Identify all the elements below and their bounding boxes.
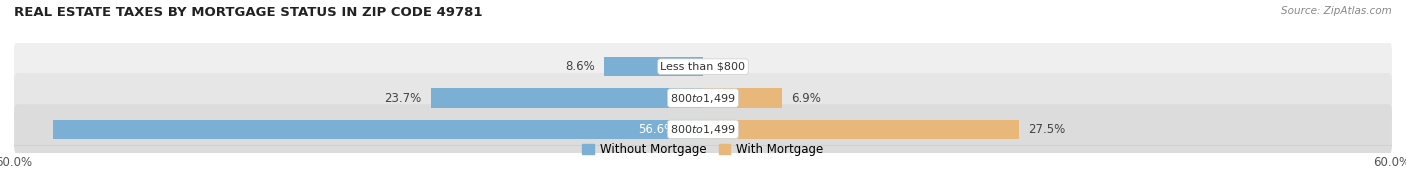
Text: 0.0%: 0.0% (713, 60, 742, 73)
Bar (703, 88, 782, 108)
Text: 56.6%: 56.6% (638, 123, 675, 136)
Legend: Without Mortgage, With Mortgage: Without Mortgage, With Mortgage (582, 143, 824, 156)
FancyBboxPatch shape (14, 104, 1392, 154)
FancyBboxPatch shape (14, 73, 1392, 123)
Text: Source: ZipAtlas.com: Source: ZipAtlas.com (1281, 6, 1392, 16)
Text: 6.9%: 6.9% (792, 92, 821, 104)
Text: 8.6%: 8.6% (565, 60, 595, 73)
Text: Less than $800: Less than $800 (661, 62, 745, 72)
Bar (703, 120, 1019, 139)
FancyBboxPatch shape (14, 42, 1392, 92)
Text: REAL ESTATE TAXES BY MORTGAGE STATUS IN ZIP CODE 49781: REAL ESTATE TAXES BY MORTGAGE STATUS IN … (14, 6, 482, 19)
Text: $800 to $1,499: $800 to $1,499 (671, 92, 735, 104)
Bar (53, 120, 703, 139)
Text: $800 to $1,499: $800 to $1,499 (671, 123, 735, 136)
Bar (430, 88, 703, 108)
Text: 23.7%: 23.7% (384, 92, 422, 104)
Text: 27.5%: 27.5% (1028, 123, 1066, 136)
Bar (605, 57, 703, 76)
